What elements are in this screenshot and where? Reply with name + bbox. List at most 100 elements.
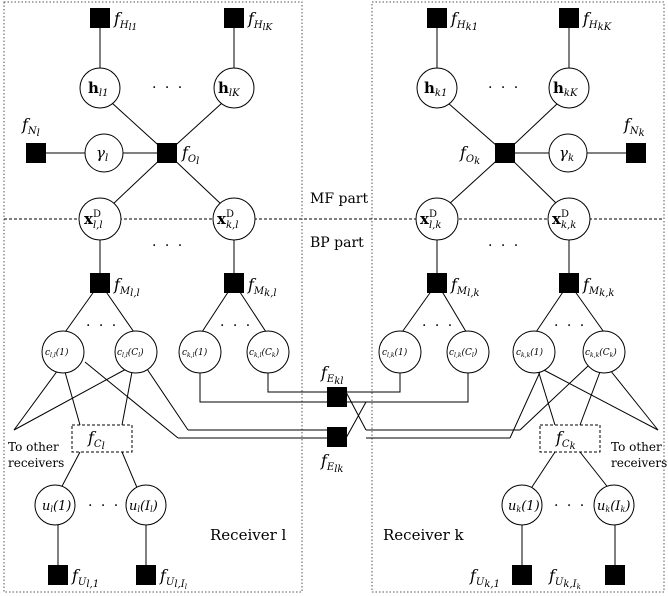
left-c-ellipsis-2: · · ·	[220, 318, 252, 334]
right-f-hK-factor	[559, 8, 579, 28]
left-to-other-1: To other	[8, 440, 59, 454]
right-c4-label: ck,k(Ck)	[585, 347, 617, 359]
right-f-M2-label: fMk,k	[582, 275, 614, 299]
left-f-C-factor	[71, 424, 133, 453]
f-E-kl-label: fEkl	[320, 363, 344, 387]
right-c-ellipsis-2: · · ·	[554, 318, 586, 334]
left-f-U1-factor	[48, 565, 68, 585]
right-gamma-variable	[548, 133, 588, 173]
left-f-O-label: fOl	[181, 143, 199, 167]
left-f-M1-factor	[90, 273, 110, 293]
left-hK-variable	[213, 67, 255, 109]
right-f-O-label: fOk	[459, 143, 480, 167]
left-f-hK-factor	[224, 8, 244, 28]
left-gamma-label: γl	[96, 144, 108, 164]
left-h1-label: hl1	[88, 79, 108, 99]
f-E-lk-label: fElk	[320, 451, 344, 475]
right-c1-label: cl,k(1)	[382, 347, 408, 359]
left-f-h1-factor	[90, 8, 110, 28]
right-c-ellipsis-1: · · ·	[422, 318, 454, 334]
left-x1-variable	[78, 197, 122, 241]
right-h-ellipsis: · · ·	[488, 80, 520, 96]
right-hK-label: hkK	[553, 79, 578, 99]
left-f-M2-label: fMk,l	[247, 275, 277, 299]
right-f-M1-factor	[427, 273, 447, 293]
left-gamma-variable	[84, 133, 124, 173]
left-f-N-factor	[26, 143, 46, 163]
left-c3-variable	[178, 330, 222, 374]
left-f-U1-label: fUl,1	[71, 566, 99, 590]
right-f-C-factor	[539, 424, 601, 453]
left-c1-label: cl,l(1)	[45, 347, 69, 359]
right-to-other-1: To other	[611, 440, 662, 454]
right-f-h1-label: fHk1	[450, 9, 478, 33]
right-f-hK-label: fHkK	[582, 9, 612, 33]
right-c3-variable	[512, 330, 556, 374]
right-u2-label: uk(Ik)	[597, 499, 630, 514]
right-f-M1-label: fMl,k	[450, 275, 480, 299]
bp-part-label: BP part	[310, 235, 364, 251]
left-f-N-label: fNl	[21, 115, 40, 139]
left-u1-variable	[34, 484, 76, 526]
right-f-U2-factor	[605, 565, 625, 585]
right-f-M2-factor	[559, 273, 579, 293]
right-u1-variable	[501, 484, 543, 526]
right-c4-variable	[582, 330, 626, 374]
left-c2-label: cl,l(Cl)	[117, 347, 144, 359]
f-E-kl-factor	[327, 387, 347, 407]
right-h1-variable	[416, 67, 458, 109]
right-x2-variable	[547, 197, 591, 241]
receiver-l-boundary	[3, 1, 303, 593]
right-c2-label: cl,k(Cl)	[449, 347, 478, 359]
right-f-O-factor	[495, 143, 515, 163]
left-to-other-2: receivers	[8, 456, 64, 470]
left-f-U2-label: fUl,Il	[159, 566, 187, 591]
left-c2-variable	[114, 330, 158, 374]
left-u2-variable	[125, 484, 167, 526]
right-f-C-label: fCk	[555, 428, 576, 452]
right-h1-label: hk1	[424, 79, 447, 99]
left-u2-label: ul(Il)	[129, 499, 158, 514]
right-to-other-2: receivers	[611, 456, 667, 470]
right-f-N-factor	[626, 143, 646, 163]
f-E-lk-factor	[327, 427, 347, 447]
right-hK-variable	[548, 67, 590, 109]
left-f-M1-label: fMl,l	[113, 275, 140, 299]
left-c1-variable	[41, 330, 85, 374]
left-u1-label: ul(1)	[42, 499, 71, 514]
left-f-M2-factor	[224, 273, 244, 293]
right-c3-label: ck,k(1)	[516, 347, 543, 359]
left-h-ellipsis: · · ·	[152, 80, 184, 96]
left-u-ellipsis: · · ·	[88, 498, 120, 514]
left-hK-label: hlK	[218, 79, 240, 99]
right-u1-label: uk(1)	[508, 499, 540, 514]
left-h1-variable	[79, 67, 121, 109]
right-u2-variable	[593, 484, 635, 526]
left-x-ellipsis: · · ·	[152, 238, 184, 254]
right-c2-variable	[446, 330, 490, 374]
right-gamma-label: γk	[559, 144, 574, 164]
right-f-N-label: fNk	[623, 115, 645, 139]
right-x1-variable	[415, 197, 459, 241]
right-f-h1-factor	[427, 8, 447, 28]
left-x2-label: xD k,l	[217, 209, 238, 231]
left-c-ellipsis-1: · · ·	[86, 318, 118, 334]
left-x1-label: xD l,l	[84, 209, 103, 231]
left-f-h1-label: fHl1	[113, 9, 137, 33]
left-x2-variable	[212, 197, 256, 241]
left-c4-variable	[246, 330, 290, 374]
receiver-k-label: Receiver k	[383, 526, 465, 544]
right-x1-label: xD l,k	[420, 209, 441, 231]
right-f-U1-label: fUk,1	[469, 566, 500, 590]
left-f-hK-label: fHlK	[247, 9, 274, 33]
right-x-ellipsis: · · ·	[488, 238, 520, 254]
left-f-U2-factor	[136, 565, 156, 585]
left-c3-label: ck,l(1)	[182, 347, 208, 359]
right-f-U1-factor	[512, 565, 532, 585]
right-f-U2-label: fUk,Ik	[548, 566, 581, 591]
mf-part-label: MF part	[310, 191, 369, 207]
receiver-l-label: Receiver l	[210, 526, 287, 544]
right-c1-variable	[378, 330, 422, 374]
right-x2-label: xD k,k	[552, 209, 576, 231]
